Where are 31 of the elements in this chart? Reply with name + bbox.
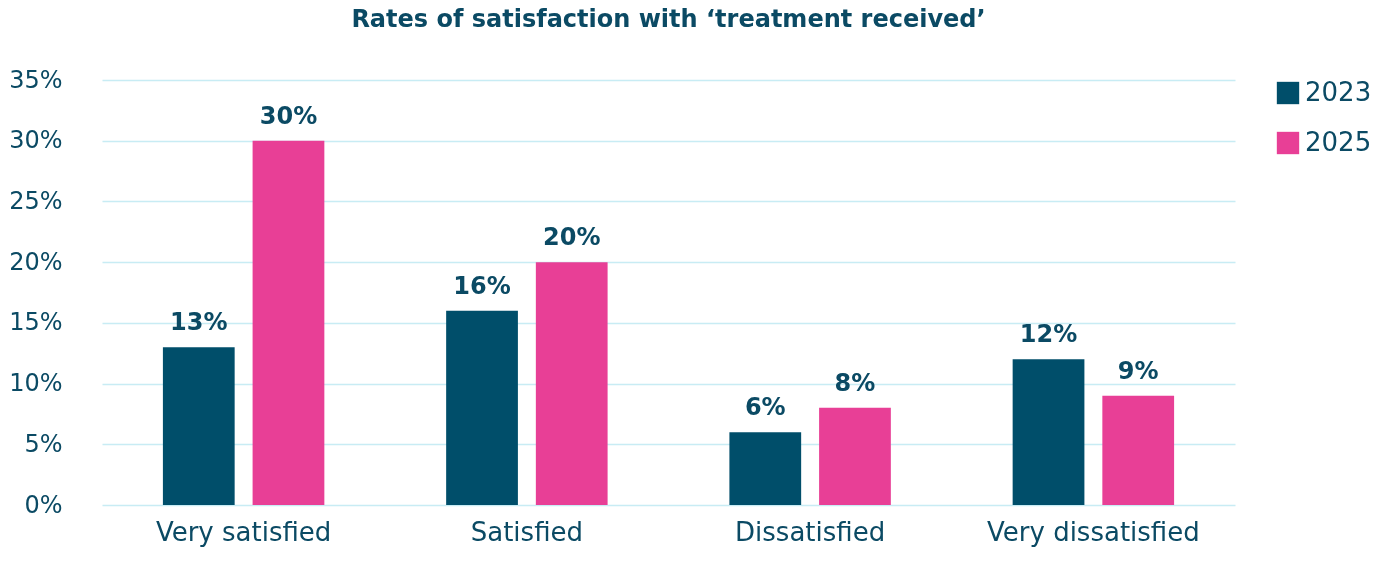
bar: [729, 432, 802, 505]
x-tick-label: Very satisfied: [155, 516, 332, 547]
chart-title: Rates of satisfaction with ‘treatment received’: [351, 5, 986, 33]
data-label: 16%: [453, 271, 511, 300]
legend-label: 2023: [1305, 77, 1372, 107]
bar: [819, 407, 891, 505]
bar: [1012, 359, 1085, 505]
data-label: 12%: [1019, 320, 1078, 349]
legend-label: 2025: [1305, 127, 1372, 157]
bar: [162, 347, 235, 505]
x-tick-label: Very dissatisfied: [987, 516, 1200, 547]
bar: [252, 140, 325, 505]
y-tick-label: 20%: [9, 247, 63, 276]
y-tick-label: 15%: [9, 308, 63, 337]
bar: [1102, 395, 1175, 505]
data-label: 6%: [744, 393, 786, 422]
bar: [446, 310, 518, 505]
x-tick-label: Satisfied: [470, 516, 584, 547]
y-tick-label: 30%: [9, 126, 63, 155]
y-tick-label: 35%: [9, 65, 63, 94]
data-label: 30%: [259, 101, 318, 130]
y-tick-label: 5%: [24, 429, 63, 458]
y-tick-label: 0%: [24, 490, 63, 519]
data-label: 20%: [543, 223, 601, 252]
data-label: 8%: [834, 368, 876, 397]
x-tick-label: Dissatisfied: [735, 516, 886, 547]
y-tick-label: 25%: [9, 186, 63, 215]
data-label: 13%: [170, 308, 228, 337]
bar: [535, 262, 608, 505]
y-tick-label: 10%: [9, 369, 63, 398]
data-label: 9%: [1117, 356, 1159, 385]
